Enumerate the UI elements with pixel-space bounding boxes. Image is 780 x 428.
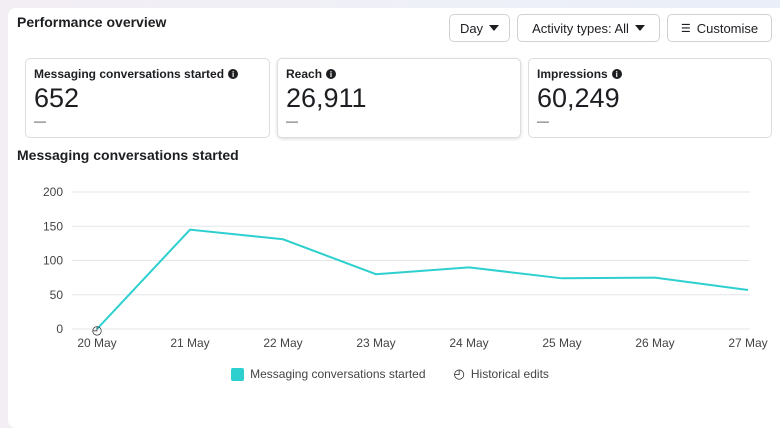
metric-label: Impressions (537, 67, 608, 81)
line-chart: 0 50 100 150 200 20 May 21 May 22 May 23 May 24 M… (43, 185, 768, 350)
x-tick-label: 25 May (542, 336, 581, 350)
metric-delta: — (537, 114, 549, 128)
day-dropdown[interactable]: Day (449, 14, 510, 42)
chart-title: Messaging conversations started (17, 147, 239, 163)
x-tick-label: 27 May (728, 336, 767, 350)
info-icon[interactable]: i (326, 69, 337, 79)
historical-edits-icon: ◴ (453, 366, 465, 381)
customise-button[interactable]: ☰ Customise (667, 14, 772, 42)
metric-value: 60,249 (537, 83, 620, 113)
info-icon[interactable]: i (611, 69, 622, 79)
legend-label: Messaging conversations started (250, 367, 426, 381)
metric-delta: — (34, 114, 46, 128)
series-line (96, 228, 749, 330)
y-tick-label: 50 (50, 288, 64, 302)
x-tick-label: 24 May (449, 336, 488, 350)
x-tick-label: 22 May (263, 336, 302, 350)
x-tick-label: 23 May (356, 336, 395, 350)
chart-legend: Messaging conversations started ◴ Histori… (0, 366, 780, 382)
caret-down-icon (489, 25, 500, 31)
y-tick-label: 200 (43, 185, 63, 199)
metric-card-impressions[interactable]: Impressions i 60,249 — (528, 58, 772, 138)
customise-icon: ☰ (680, 22, 691, 35)
metric-delta: — (286, 114, 298, 128)
caret-down-icon (634, 25, 645, 31)
metric-card-reach[interactable]: Reach i 26,911 — (277, 58, 521, 138)
activity-label: Activity types: All (532, 20, 629, 36)
legend-swatch (231, 367, 245, 381)
x-tick-label: 26 May (635, 336, 674, 350)
performance-overview-card (8, 8, 780, 428)
info-icon[interactable]: i (228, 69, 239, 79)
activity-types-dropdown[interactable]: Activity types: All (517, 14, 660, 42)
x-tick-label: 20 May (77, 336, 116, 350)
day-label: Day (459, 20, 484, 36)
y-tick-label: 150 (43, 219, 63, 233)
metric-value: 652 (34, 83, 80, 113)
legend-label: Historical edits (470, 367, 549, 381)
metric-label: Reach (286, 67, 323, 81)
metric-label: Messaging conversations started (34, 67, 225, 81)
legend-item-messaging[interactable]: Messaging conversations started (231, 366, 426, 382)
metric-value: 26,911 (286, 83, 367, 113)
x-tick-label: 21 May (170, 336, 209, 350)
historical-edit-marker-icon: ◴ (92, 323, 102, 337)
page-title: Performance overview (17, 14, 167, 30)
customise-label: Customise (696, 20, 759, 36)
y-tick-label: 0 (56, 322, 63, 336)
legend-item-historical-edits[interactable]: ◴ Historical edits (454, 366, 549, 382)
metric-card-messaging[interactable]: Messaging conversations started i 652 — (25, 58, 270, 138)
y-tick-label: 100 (43, 254, 63, 268)
